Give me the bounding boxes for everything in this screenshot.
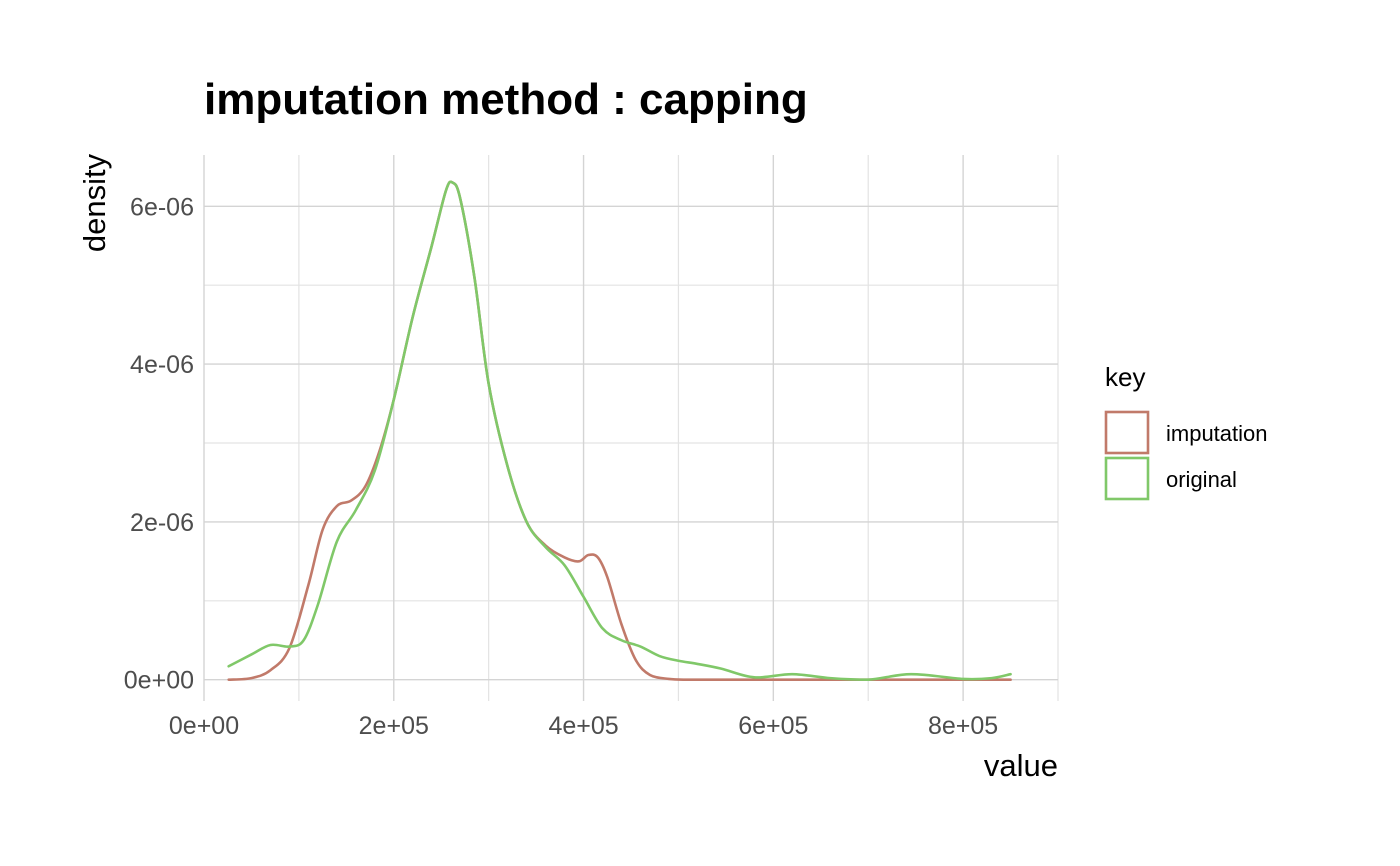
y-tick-label: 0e+00 xyxy=(124,667,194,695)
x-tick-label: 2e+05 xyxy=(359,712,429,740)
legend: key imputation original xyxy=(1104,362,1268,501)
legend-key-original xyxy=(1104,456,1150,501)
series-lines xyxy=(227,180,1012,681)
grid xyxy=(203,155,1059,701)
legend-label-imputation: imputation xyxy=(1166,421,1268,446)
x-tick-label: 0e+00 xyxy=(169,712,239,740)
y-tick-label: 6e-06 xyxy=(130,193,194,221)
x-tick-label: 4e+05 xyxy=(548,712,618,740)
legend-label-original: original xyxy=(1166,467,1237,492)
series-line-original xyxy=(227,180,1012,681)
series-line-imputation xyxy=(227,180,1012,681)
y-axis-title: density xyxy=(77,153,112,252)
y-tick-label: 2e-06 xyxy=(130,509,194,537)
x-tick-label: 6e+05 xyxy=(738,712,808,740)
x-tick-label: 8e+05 xyxy=(928,712,998,740)
chart-title: imputation method : capping xyxy=(204,75,808,124)
x-axis-title: value xyxy=(984,748,1058,783)
axis-ticks: 0e+00 2e+05 4e+05 6e+05 8e+05 0e+00 2e-06 4e-06… xyxy=(124,193,998,740)
legend-key-imputation xyxy=(1104,410,1150,455)
legend-title: key xyxy=(1105,362,1145,392)
y-tick-label: 4e-06 xyxy=(130,351,194,379)
